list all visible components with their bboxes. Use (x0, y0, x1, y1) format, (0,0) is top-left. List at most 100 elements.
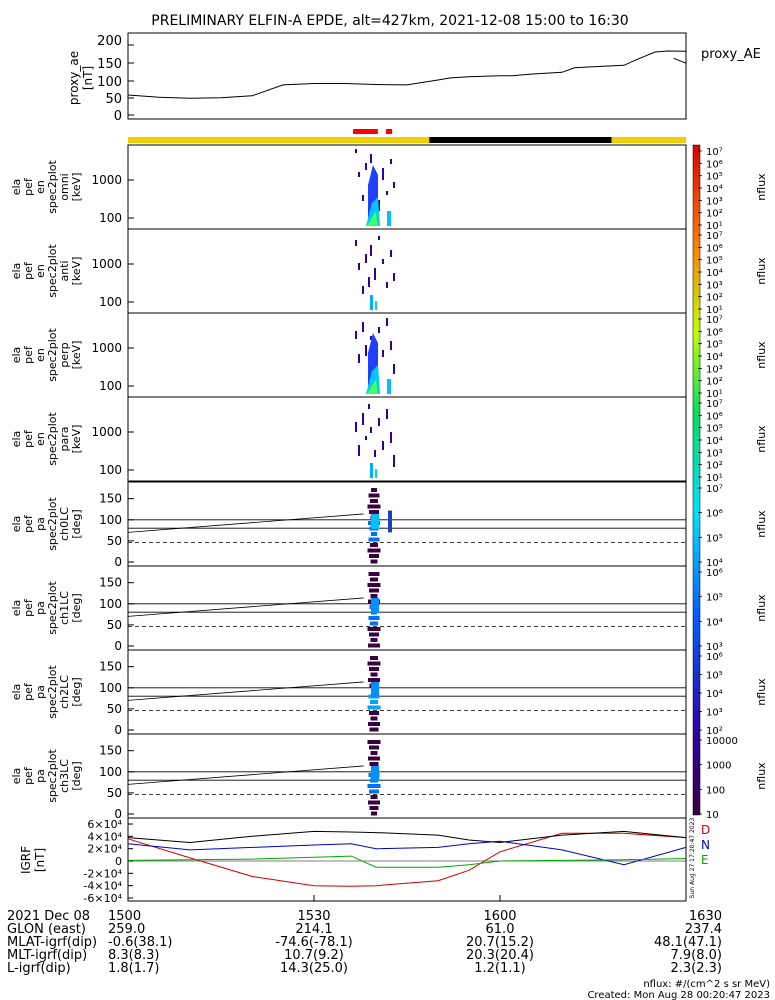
pa-cell (368, 572, 380, 576)
colorbar-tick-6-4: 10² (706, 726, 723, 737)
pa-cell (370, 638, 378, 642)
energy-ylabel-0-4: omni (58, 173, 71, 200)
proxy-ae-series-line (127, 50, 687, 99)
energy-side-patch (387, 211, 391, 226)
pa-tick-2-3: 150 (99, 660, 122, 674)
igrf-tick-2: -2×10⁴ (83, 867, 122, 880)
colorbar-tick-6-2: 10⁴ (706, 689, 723, 700)
pa-cell (368, 756, 380, 761)
pa-slant-line (127, 681, 364, 701)
pa-ylabel-0-3: spec2plot (46, 497, 59, 551)
energy-speck (365, 163, 367, 170)
colorbar-tick-7-3: 10 (706, 810, 719, 821)
colorbar-tick-5-2: 10⁴ (706, 617, 723, 628)
colorbar-tick-5-1: 10⁵ (706, 593, 723, 604)
energy-peak (367, 379, 378, 394)
energy-ylabel-2-5: [keV] (70, 341, 83, 370)
energy-peak (367, 211, 378, 226)
energy-speck (382, 350, 384, 357)
energy-spectrogram-3 (355, 404, 395, 478)
colorbar-tick-4-2: 10⁵ (706, 533, 723, 544)
pa-cell (368, 616, 380, 620)
pa-cell (367, 661, 381, 666)
pa-spectrogram-3 (127, 740, 686, 816)
pa-side (388, 510, 392, 533)
energy-speck (365, 345, 367, 356)
energy-speck (358, 445, 360, 456)
energy-tick-3-1: 100 (99, 463, 122, 477)
pa-core (371, 513, 379, 530)
colorbar-tick-0-6: 10¹ (706, 221, 723, 232)
pa-cell (371, 488, 377, 492)
energy-ylabel-3-5: [keV] (70, 425, 83, 454)
pa-cell (370, 594, 378, 598)
footer-value-1-0: 259.0 (108, 922, 145, 937)
panel-frame-7 (127, 733, 687, 819)
colorbar-label-4: nflux (755, 510, 768, 538)
colorbar-tick-0-5: 10² (706, 209, 723, 220)
colorbar-label-0: nflux (755, 173, 768, 201)
pa-tick-1-0: 0 (114, 639, 122, 653)
footer-value-3-2: 20.3(20.4) (466, 948, 534, 963)
pa-spectrogram-2 (127, 656, 686, 732)
sunlight-segment-1 (429, 137, 612, 143)
science-segment-0 (353, 129, 378, 134)
pa-ylabel-3-3: spec2plot (46, 749, 59, 803)
energy-ylabel-0-0: ela (10, 179, 23, 196)
pa-ylabel-1-1: pef (22, 598, 35, 617)
colorbar-tick-2-1: 10⁶ (706, 327, 723, 338)
energy-speck (386, 282, 388, 288)
colorbar-label-6: nflux (755, 678, 768, 706)
colorbar-tick-1-0: 10⁷ (706, 231, 723, 242)
pa-cell (368, 537, 380, 542)
igrf-d-line (127, 832, 687, 887)
footer-value-0-0: 1500 (108, 909, 141, 924)
energy-spectrogram-2 (355, 318, 395, 394)
pa-cell (371, 532, 377, 536)
colorbar-tick-3-2: 10⁵ (706, 424, 723, 435)
energy-ylabel-2-0: ela (10, 347, 23, 364)
pa-slant-line (127, 765, 364, 785)
energy-ylabel-1-4: anti (58, 260, 71, 281)
pa-ylabel-2-0: ela (10, 684, 23, 701)
energy-speck (355, 331, 357, 339)
energy-tick-1-1: 100 (99, 295, 122, 309)
energy-tick-2-1: 100 (99, 379, 122, 393)
proxy-ae-tick-0: 0 (114, 109, 122, 124)
energy-speck (368, 404, 370, 409)
footer-value-4-3: 2.3(2.3) (671, 961, 723, 976)
energy-ylabel-1-1: pef (22, 261, 35, 280)
pa-cell (370, 716, 378, 721)
pa-slant-line (127, 597, 364, 617)
footer-label-4: L-igrf(dip) (7, 961, 71, 976)
colorbar-tick-4-3: 10⁴ (706, 558, 723, 569)
colorbar-tick-6-3: 10³ (706, 708, 723, 719)
energy-speck (370, 427, 372, 433)
energy-speck (393, 364, 395, 374)
pa-cell (370, 577, 378, 582)
pa-tick-0-1: 50 (107, 534, 122, 548)
energy-ylabel-3-3: spec2plot (46, 412, 59, 466)
pa-ylabel-1-2: pa (34, 601, 47, 615)
pa-cell (367, 504, 381, 509)
sunlight-status-bar (128, 137, 686, 143)
colorbar-label-5: nflux (755, 594, 768, 622)
igrf-e-line (127, 855, 687, 868)
energy-speck (365, 254, 367, 263)
pa-tick-0-0: 0 (114, 555, 122, 569)
pa-cell (370, 795, 378, 799)
pa-tick-1-3: 150 (99, 576, 122, 590)
proxy-ae-series-tail (673, 57, 687, 64)
proxy-ae-legend: proxy_AE (701, 47, 761, 62)
pa-cell (368, 722, 380, 726)
energy-ylabel-2-1: pef (22, 345, 35, 364)
pa-ylabel-1-4: ch1LC (58, 591, 71, 625)
energy-speck (370, 154, 372, 163)
colorbar-tick-1-4: 10³ (706, 280, 723, 291)
energy-speck (386, 409, 388, 419)
pa-cell (369, 745, 379, 750)
energy-speck (378, 236, 380, 240)
pa-tick-2-2: 100 (99, 681, 122, 695)
colorbar-tick-7-1: 1000 (706, 761, 731, 772)
energy-ylabel-0-1: pef (22, 177, 35, 196)
